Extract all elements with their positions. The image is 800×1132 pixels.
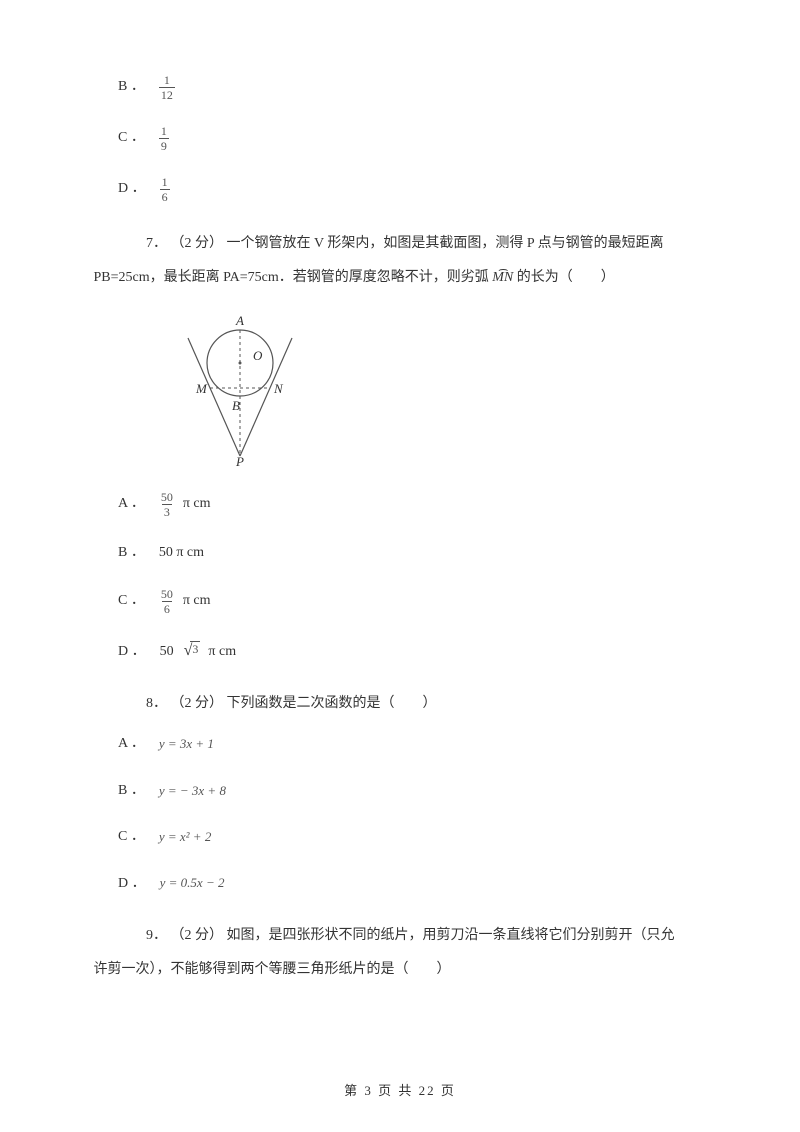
question-text: 一个钢管放在 V 形架内，如图是其截面图，测得 P 点与钢管的最短距离 [227,236,664,251]
q6-option-b[interactable]: B ． 1 12 [118,74,710,101]
fraction: 50 6 [159,588,175,615]
arc-label: M͡N [492,270,513,285]
svg-text:M: M [195,381,208,396]
option-label: B ． [118,76,145,98]
equation: y = x² + 2 [159,827,211,848]
option-label: D ． [118,641,146,663]
question-text: 下列函数是二次函数的是（ ） [227,696,437,711]
q7-diagram: A O M N B P [170,308,710,476]
page-footer: 第 3 页 共 22 页 [0,1081,800,1102]
question-points: （2 分） [171,928,224,943]
option-label: B ． [118,780,145,802]
question-number: 7． [146,236,167,251]
q8-option-d[interactable]: D ． y = 0.5x − 2 [118,873,710,895]
q8-stem: 8． （2 分） 下列函数是二次函数的是（ ） [118,689,710,720]
equation: y = − 3x + 8 [159,781,226,802]
question-text: PB=25cm，最长距离 PA=75cm．若钢管的厚度忽略不计，则劣弧 [94,270,489,285]
q9-stem: 9． （2 分） 如图，是四张形状不同的纸片，用剪刀沿一条直线将它们分别剪开（只… [118,919,710,986]
option-suffix: π cm [183,493,211,515]
option-label: B ． [118,542,145,564]
option-label: D ． [118,178,146,200]
fraction: 1 9 [159,125,169,152]
option-text: 50 π cm [159,542,204,564]
option-label: C ． [118,127,145,149]
question-number: 9． [146,928,167,943]
q8-option-b[interactable]: B ． y = − 3x + 8 [118,780,710,802]
q8-option-c[interactable]: C ． y = x² + 2 [118,826,710,848]
question-text: 的长为（ ） [517,270,615,285]
equation: y = 0.5x − 2 [160,873,225,894]
fraction: 1 12 [159,74,175,101]
q7-stem: 7． （2 分） 一个钢管放在 V 形架内，如图是其截面图，测得 P 点与钢管的… [118,227,710,294]
option-suffix: π cm [208,641,236,663]
option-suffix: π cm [183,590,211,612]
question-text: 许剪一次），不能够得到两个等腰三角形纸片的是（ ） [94,962,451,977]
fraction: 1 6 [160,176,170,203]
q7-option-a[interactable]: A ． 50 3 π cm [118,491,710,518]
question-number: 8． [146,696,167,711]
q7-option-d[interactable]: D ． 50 √3 π cm [118,639,710,665]
option-label: A ． [118,493,145,515]
question-points: （2 分） [171,236,224,251]
svg-text:N: N [273,381,284,396]
svg-text:P: P [235,454,244,468]
svg-text:B: B [232,398,240,413]
sqrt: √3 [182,639,201,665]
q7-option-b[interactable]: B ． 50 π cm [118,542,710,564]
option-label: A ． [118,733,145,755]
q7-option-c[interactable]: C ． 50 6 π cm [118,588,710,615]
q6-option-c[interactable]: C ． 1 9 [118,125,710,152]
question-points: （2 分） [171,696,224,711]
question-text: 如图，是四张形状不同的纸片，用剪刀沿一条直线将它们分别剪开（只允 [227,928,675,943]
svg-text:A: A [235,313,244,328]
q8-option-a[interactable]: A ． y = 3x + 1 [118,733,710,755]
equation: y = 3x + 1 [159,734,214,755]
q6-option-d[interactable]: D ． 1 6 [118,176,710,203]
option-label: C ． [118,826,145,848]
option-prefix: 50 [160,641,174,663]
fraction: 50 3 [159,491,175,518]
option-label: D ． [118,873,146,895]
option-label: C ． [118,590,145,612]
svg-text:O: O [253,348,263,363]
